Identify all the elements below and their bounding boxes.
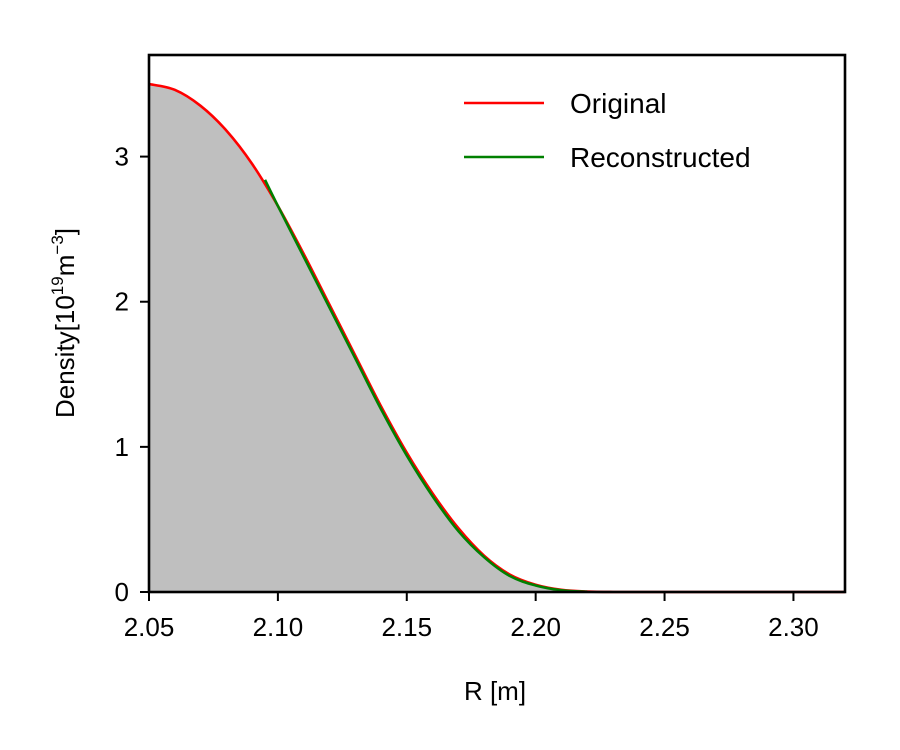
x-axis-ticks: 2.05 2.10 2.15 2.20 2.25 2.30 [124,592,819,642]
x-tick-label: 2.10 [253,612,304,642]
y-tick-label: 1 [115,432,129,462]
y-tick-label: 0 [115,577,129,607]
y-tick-label: 3 [115,142,129,172]
legend: Original Reconstructed [464,88,751,173]
x-axis-label: R [m] [464,676,526,706]
x-tick-label: 2.25 [639,612,690,642]
legend-label-original: Original [570,88,666,119]
y-axis-label-mid: m [50,255,80,277]
x-tick-label: 2.15 [381,612,432,642]
x-tick-label: 2.05 [124,612,175,642]
x-tick-label: 2.20 [510,612,561,642]
y-tick-label: 2 [115,287,129,317]
series-line-reconstructed [263,179,588,594]
y-axis-label-end: ] [50,228,80,235]
legend-label-reconstructed: Reconstructed [570,142,751,173]
y-axis-ticks: 0 1 2 3 [115,142,149,607]
y-axis-label-exp1: 19 [48,276,67,295]
y-axis-label-exp2: −3 [48,235,67,254]
area-fill [149,84,845,592]
axes-frame [147,53,847,594]
y-axis-label-main: Density[10 [50,295,80,418]
y-axis-label: Density[1019m−3] [48,228,80,418]
x-tick-label: 2.30 [768,612,819,642]
